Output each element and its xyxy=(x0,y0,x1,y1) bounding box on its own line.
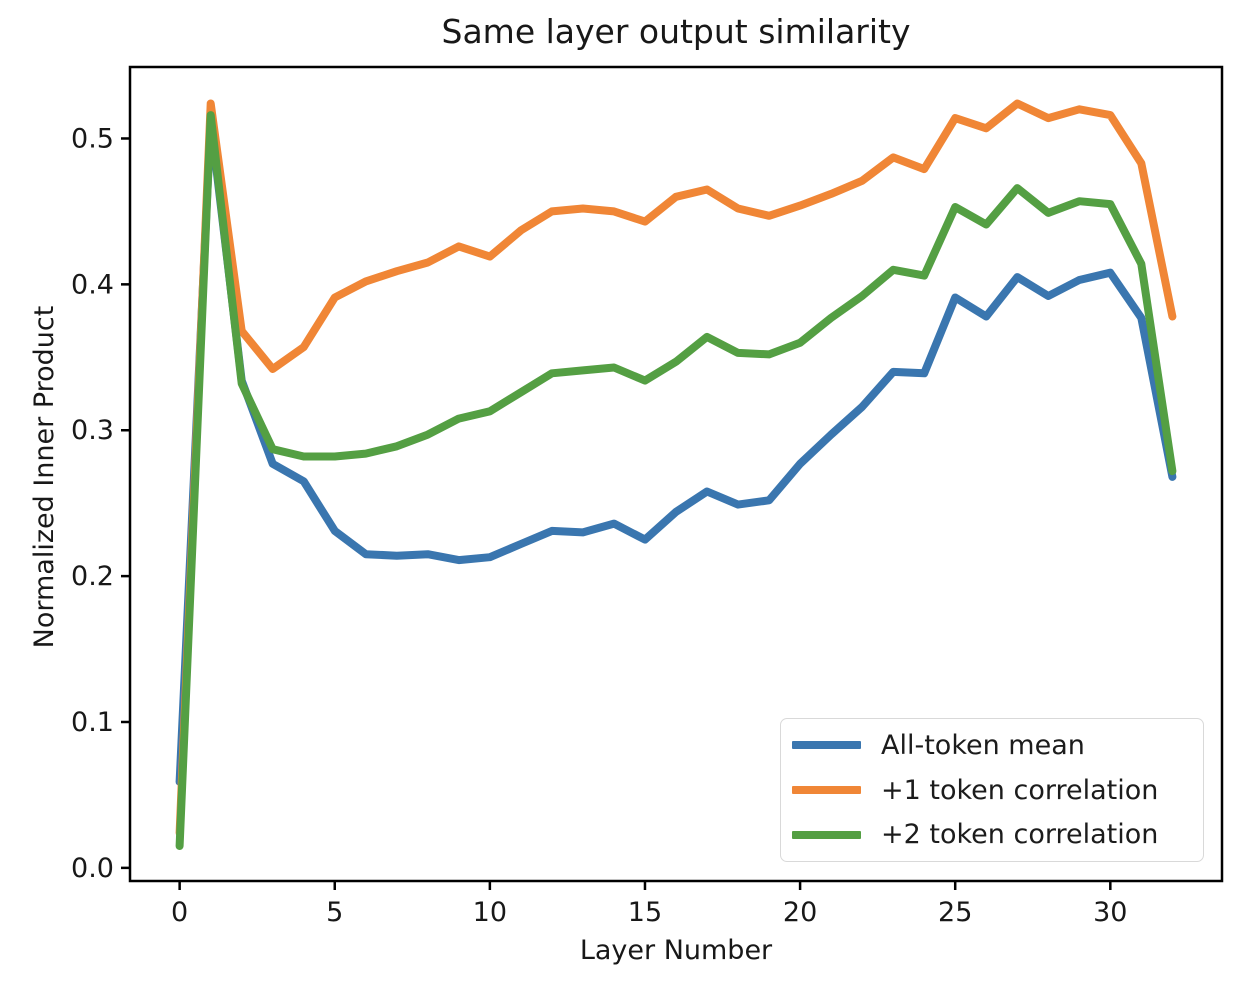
legend-item-plus1-token-correlation: +1 token correlation xyxy=(792,768,1203,813)
y-tick-label: 0.3 xyxy=(71,415,114,446)
x-tick-label: 10 xyxy=(473,897,507,928)
x-tick-label: 0 xyxy=(171,897,188,928)
legend-label: +1 token correlation xyxy=(881,774,1159,806)
x-tick-label: 15 xyxy=(628,897,662,928)
x-axis-label: Layer Number xyxy=(579,935,773,966)
chart-title: Same layer output similarity xyxy=(441,12,911,51)
x-tick-label: 20 xyxy=(783,897,817,928)
y-tick-label: 0.5 xyxy=(71,123,114,154)
legend-swatch-blue xyxy=(792,741,861,750)
legend-item-plus2-token-correlation: +2 token correlation xyxy=(792,812,1203,857)
legend-label: All-token mean xyxy=(881,729,1085,761)
axes-spines xyxy=(128,65,1224,883)
legend-label: +2 token correlation xyxy=(881,819,1159,851)
y-tick-label: 0.4 xyxy=(71,269,114,300)
series-line-2 xyxy=(175,111,1177,850)
y-tick-label: 0.2 xyxy=(71,561,114,592)
x-tick-label: 30 xyxy=(1093,897,1127,928)
x-tick-label: 25 xyxy=(938,897,972,928)
series-line-1 xyxy=(175,99,1177,837)
series-line-0 xyxy=(175,117,1177,786)
y-tick-label: 0.0 xyxy=(71,853,114,884)
legend-item-all-token-mean: All-token mean xyxy=(792,723,1203,768)
y-tick-label: 0.1 xyxy=(71,707,114,738)
x-tick-label: 5 xyxy=(326,897,343,928)
legend-swatch-orange xyxy=(792,786,861,794)
legend-swatch-green xyxy=(792,830,861,839)
legend: All-token mean +1 token correlation +2 t… xyxy=(780,718,1204,862)
